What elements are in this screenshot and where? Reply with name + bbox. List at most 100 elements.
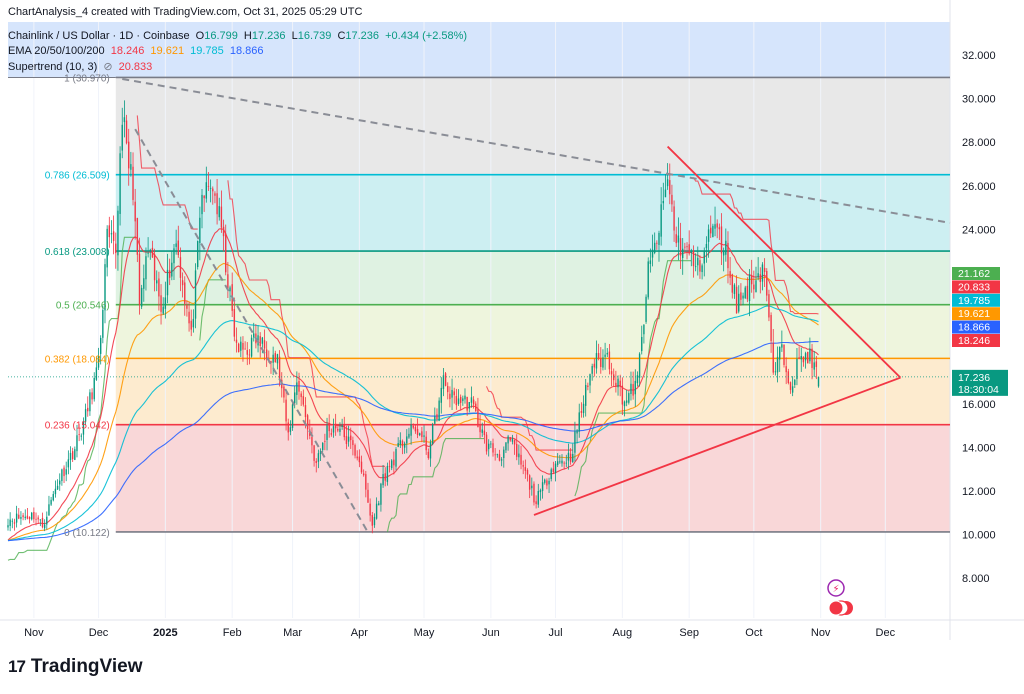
candle-body [140, 287, 143, 307]
candle-body [412, 425, 414, 428]
trendline-2 [134, 128, 369, 533]
candle-body [222, 226, 225, 237]
candle-body [720, 226, 723, 254]
candle-body [39, 519, 42, 521]
candle-body [93, 377, 95, 400]
candle-body [123, 117, 126, 123]
candle-body [684, 246, 686, 248]
supertrend-legend[interactable]: Supertrend (10, 3) ⊘ 20.833 [8, 60, 155, 73]
price-badge-bg [952, 267, 1000, 280]
candle-body [132, 166, 134, 200]
supertrend-value: 20.833 [118, 61, 153, 73]
candle-body [591, 366, 593, 374]
candle-body [168, 270, 171, 278]
candle-body [173, 248, 175, 264]
candle-body [505, 442, 507, 451]
candle-body [645, 296, 647, 322]
candle-body [675, 234, 677, 244]
candle-body [815, 361, 818, 367]
candle-body [813, 362, 815, 370]
candle-body [522, 465, 524, 467]
candle-body [216, 193, 218, 215]
candle-body [209, 187, 212, 189]
tradingview-logo[interactable]: 17 TradingView [8, 656, 143, 678]
candle-body [604, 354, 606, 357]
symbol-name[interactable]: Chainlink / US Dollar · 1D · Coinbase [8, 30, 190, 42]
candle-body [393, 459, 395, 466]
price-tick-label: 8.000 [962, 573, 990, 585]
candle-body [207, 185, 210, 187]
candle-body [186, 304, 188, 309]
candle-body [259, 336, 261, 347]
ema-legend[interactable]: EMA 20/50/100/200 18.246 19.621 19.785 1… [8, 45, 267, 57]
candle-body [636, 375, 639, 384]
fib-band-0.618 [115, 251, 950, 305]
candle-body [69, 452, 72, 460]
event-icons[interactable]: ⚡ [827, 579, 853, 616]
supertrend-segment [7, 236, 136, 561]
candle-body [384, 473, 386, 481]
candle-body [125, 120, 128, 144]
candle-body [576, 430, 578, 434]
time-tick-label: 2025 [153, 627, 177, 639]
candle-body [442, 375, 445, 389]
candle-body [798, 357, 800, 360]
candle-body [817, 376, 820, 387]
candle-body [270, 361, 272, 363]
fib-lines [8, 76, 950, 533]
candle-body [712, 225, 714, 238]
candle-body [112, 231, 115, 241]
bolt-icon-glyph: ⚡ [832, 584, 839, 595]
candle-body [492, 443, 494, 453]
us-flag-icon[interactable] [828, 600, 844, 616]
candle-body [781, 344, 783, 348]
candle-body [339, 428, 341, 432]
close-value: 17.236 [345, 30, 380, 42]
candle-body [108, 225, 111, 238]
candle-body [341, 425, 343, 428]
candle-body [690, 251, 693, 253]
candle-body [774, 371, 777, 373]
candle-body [658, 232, 660, 245]
candle-body [89, 392, 91, 412]
candle-body [785, 366, 787, 373]
fib-label-0.382: 0.382 (18.084) [45, 354, 110, 365]
candle-body [802, 356, 805, 363]
candle-body [744, 287, 746, 299]
candle-body [188, 311, 190, 324]
candle-body [580, 411, 583, 413]
candle-body [162, 306, 164, 314]
candle-body [621, 385, 624, 405]
candle-body [791, 386, 794, 393]
time-tick-label: Mar [283, 627, 302, 639]
candle-body [104, 264, 106, 311]
candle-body [503, 449, 505, 459]
candle-body [623, 401, 626, 407]
candle-body [647, 261, 649, 298]
candle-body [334, 423, 337, 429]
candle-body [498, 454, 501, 461]
fib-label-1: 1 (30.970) [64, 73, 110, 84]
time-axis[interactable]: Nov Dec 2025 Feb Mar Apr May Jun Jul Aug Sep Oct Nov… [24, 627, 896, 639]
candle-body [199, 217, 201, 243]
candle-body [20, 516, 22, 519]
candle-body [761, 264, 764, 282]
candle-body [563, 462, 565, 464]
candle-body [403, 443, 406, 448]
candle-body [630, 383, 632, 395]
price-axis[interactable]: 32.00030.00028.00026.00024.00022.00016.0… [8, 50, 1008, 585]
supertrend-hidden-icon[interactable]: ⊘ [103, 61, 113, 73]
candle-body [714, 224, 716, 229]
candle-body [766, 271, 768, 296]
bolt-icon[interactable] [827, 579, 845, 597]
candle-body [779, 346, 781, 360]
candle-body [326, 425, 328, 440]
candle-body [548, 480, 550, 485]
candle-body [388, 466, 391, 467]
candle-body [451, 389, 453, 398]
candle-body [537, 491, 539, 505]
time-tick-label: Jun [482, 627, 500, 639]
candle-body [539, 490, 542, 493]
price-badge-label: 21.162 [958, 268, 990, 280]
